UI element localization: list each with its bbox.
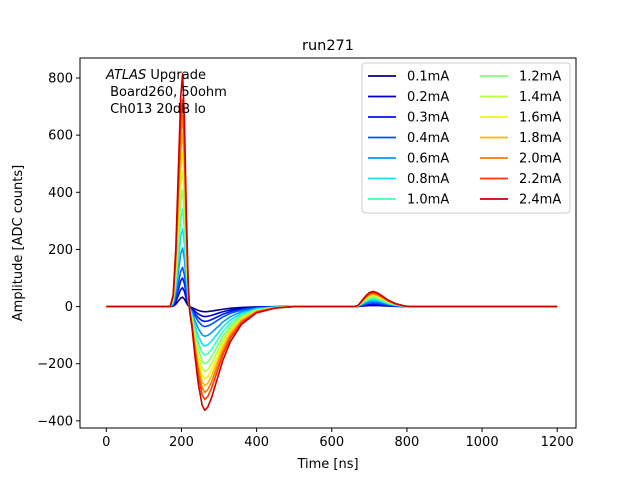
legend-label: 2.0mA [519, 152, 561, 167]
annotation-atlas: ATLAS [105, 68, 146, 83]
x-tick-label: 0 [102, 435, 110, 450]
x-axis: 0 200 400 600 800 1000 1200 [102, 428, 574, 450]
legend-label: 0.1mA [407, 70, 449, 85]
legend-entries: 0.1mA 0.2mA 0.3mA 0.4mA 0.6mA 0.8mA 1.0mA 1.2mA… [368, 70, 561, 208]
y-axis: −400 −200 0 200 400 600 800 [37, 72, 80, 429]
legend: 0.1mA 0.2mA 0.3mA 0.4mA 0.6mA 0.8mA 1.0mA 1.2mA… [361, 62, 571, 214]
legend-label: 1.6mA [519, 111, 561, 126]
y-axis-title: Amplitude [ADC counts] [11, 165, 26, 321]
annotation-line-2: Board260, 50ohm [106, 85, 227, 100]
legend-label: 2.2mA [519, 172, 561, 187]
x-axis-title: Time [ns] [296, 457, 358, 472]
legend-label: 0.8mA [407, 172, 449, 187]
x-tick-label: 1200 [541, 435, 574, 450]
series-layer [106, 72, 558, 412]
annotation-line-1: ATLAS Upgrade [105, 68, 206, 83]
chart-title: run271 [302, 38, 354, 54]
x-tick-label: 1000 [466, 435, 499, 450]
x-tick-label: 800 [394, 435, 419, 450]
series-line-0.8mA [106, 228, 558, 347]
x-tick-label: 400 [244, 435, 269, 450]
series-line-1.2mA [106, 189, 558, 365]
y-tick-label: −200 [37, 357, 73, 372]
legend-label: 1.4mA [519, 90, 561, 105]
y-tick-label: 0 [65, 300, 73, 315]
x-tick-label: 200 [169, 435, 194, 450]
series-line-2.4mA [106, 72, 558, 412]
series-line-1.0mA [106, 208, 558, 356]
y-tick-label: 400 [48, 186, 73, 201]
annotation-upgrade: Upgrade [146, 68, 206, 83]
y-tick-label: 600 [48, 129, 73, 144]
legend-label: 1.8mA [519, 131, 561, 146]
axes-frame [79, 57, 577, 429]
annotation-line-3: Ch013 20dB lo [106, 102, 206, 117]
x-tick-label: 600 [319, 435, 344, 450]
series-line-0.4mA [106, 266, 558, 328]
y-tick-label: −400 [37, 414, 73, 429]
legend-label: 0.3mA [407, 111, 449, 126]
legend-label: 1.2mA [519, 70, 561, 85]
legend-label: 1.0mA [407, 193, 449, 208]
legend-label: 0.6mA [407, 152, 449, 167]
y-tick-label: 800 [48, 72, 73, 87]
legend-label: 0.2mA [407, 90, 449, 105]
series-line-0.6mA [106, 247, 558, 338]
legend-label: 2.4mA [519, 193, 561, 208]
atlas-annotation: ATLAS Upgrade Board260, 50ohm Ch013 20dB… [105, 68, 227, 117]
legend-label: 0.4mA [407, 131, 449, 146]
y-tick-label: 200 [48, 243, 73, 258]
legend-box [361, 62, 571, 214]
